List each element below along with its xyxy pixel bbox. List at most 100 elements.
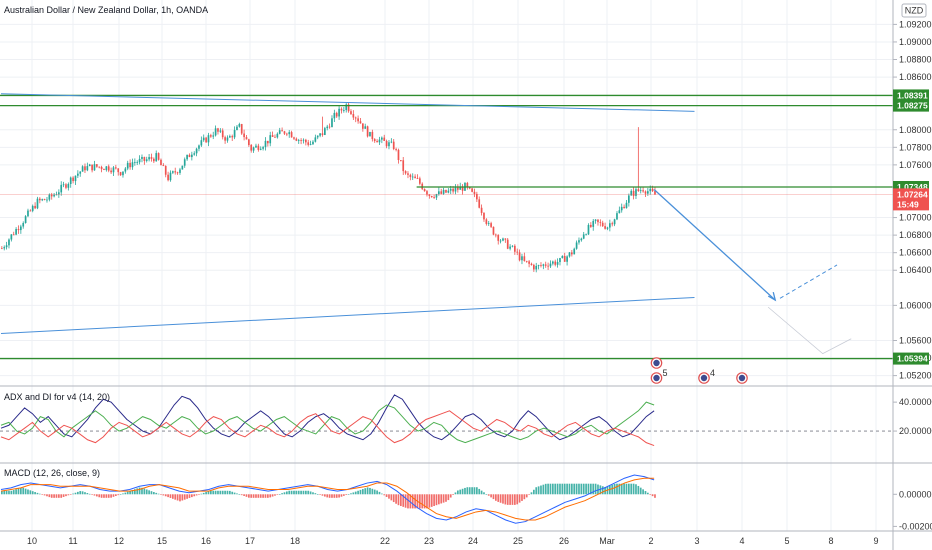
macd-pane[interactable] bbox=[0, 474, 656, 524]
macd-histogram-bar bbox=[556, 483, 559, 495]
candle-body bbox=[466, 183, 469, 188]
candle-body bbox=[29, 210, 32, 212]
candle-body bbox=[119, 172, 122, 176]
macd-histogram-bar bbox=[293, 490, 295, 495]
candle-body bbox=[24, 216, 27, 224]
macd-histogram-bar bbox=[435, 494, 438, 506]
macd-histogram-bar bbox=[162, 494, 165, 496]
signal-line bbox=[0, 477, 655, 521]
macd-histogram-bar bbox=[131, 490, 134, 495]
macd-histogram-bar bbox=[39, 493, 41, 495]
macd-y-tick-label: -0.00200 bbox=[899, 521, 932, 531]
time-axis[interactable]: 10 11 12 15 16 17 18 22 23 24 25 26 Mar 2 3 4 5 8 9 bbox=[27, 536, 879, 546]
macd-histogram-bar bbox=[487, 494, 490, 496]
price-axis[interactable]: 1.09200 1.09000 1.08800 1.08600 1.08000 1.078… bbox=[893, 19, 932, 531]
macd-histogram-bar bbox=[74, 492, 77, 495]
candle-body bbox=[404, 171, 407, 174]
x-tick-label: 3 bbox=[694, 536, 699, 546]
currency-badge[interactable] bbox=[901, 3, 927, 18]
macd-histogram-bar bbox=[278, 494, 281, 495]
macd-histogram-bar bbox=[224, 490, 226, 495]
candle-body bbox=[183, 159, 186, 166]
candle-body bbox=[200, 140, 203, 146]
candle-body bbox=[129, 162, 131, 168]
x-tick-label: 25 bbox=[513, 536, 523, 546]
macd-histogram-bar bbox=[91, 494, 93, 495]
candle-body bbox=[15, 229, 17, 235]
macd-histogram-bar bbox=[419, 494, 421, 509]
macd-histogram-bar bbox=[153, 492, 155, 495]
macd-histogram-bar bbox=[305, 490, 307, 495]
macd-histogram-bar bbox=[62, 494, 65, 497]
macd-histogram-bar bbox=[274, 494, 276, 496]
macd-histogram-bar bbox=[373, 489, 376, 495]
currency-label: NZD bbox=[905, 6, 924, 16]
macd-histogram-bar bbox=[457, 490, 459, 495]
candle-body bbox=[599, 222, 602, 223]
macd-histogram-bar bbox=[46, 494, 48, 497]
candle-body bbox=[278, 130, 281, 134]
candle-body bbox=[357, 118, 359, 122]
candle-body bbox=[459, 186, 462, 190]
candle-body bbox=[587, 224, 590, 235]
trendline bbox=[0, 93, 695, 112]
candle-body bbox=[131, 162, 134, 168]
macd-histogram-bar bbox=[96, 494, 98, 497]
macd-histogram-bar bbox=[407, 494, 409, 509]
candle-body bbox=[248, 139, 250, 145]
candle-body bbox=[267, 140, 269, 144]
candle-body bbox=[452, 188, 454, 192]
candle-body bbox=[207, 135, 210, 143]
y-tick-label: 1.07600 bbox=[899, 160, 932, 170]
candle-body bbox=[164, 165, 167, 175]
y-tick-label: 1.09000 bbox=[899, 37, 932, 47]
macd-histogram-bar bbox=[312, 492, 314, 495]
macd-histogram-bar bbox=[528, 494, 530, 495]
macd-histogram-bar bbox=[454, 492, 457, 495]
candle-body bbox=[312, 141, 314, 145]
candle-body bbox=[210, 135, 212, 137]
level-price-tag bbox=[893, 99, 929, 112]
x-tick-label: 18 bbox=[290, 536, 300, 546]
candle-body bbox=[65, 184, 67, 188]
macd-histogram-bar bbox=[98, 494, 101, 498]
candle-body bbox=[511, 245, 514, 247]
candle-body bbox=[55, 194, 58, 196]
macd-histogram-bar bbox=[48, 494, 51, 498]
candle-body bbox=[350, 111, 352, 115]
candle-body bbox=[490, 223, 492, 227]
adx-pane[interactable] bbox=[0, 394, 893, 447]
x-tick-label: 24 bbox=[468, 536, 478, 546]
macd-histogram-bar bbox=[630, 483, 633, 495]
macd-histogram-bar bbox=[221, 490, 224, 495]
candle-body bbox=[217, 128, 219, 132]
candle-body bbox=[637, 189, 640, 192]
candle-body bbox=[606, 227, 609, 229]
candle-body bbox=[231, 136, 234, 138]
candle-body bbox=[86, 166, 89, 171]
macd-histogram-bar bbox=[333, 494, 336, 498]
candle-body bbox=[335, 112, 338, 117]
candle-body bbox=[373, 139, 376, 142]
candle-body bbox=[371, 131, 374, 140]
candle-body bbox=[202, 137, 205, 141]
candle-body bbox=[72, 177, 74, 182]
macd-histogram-bar bbox=[297, 490, 300, 495]
candle-body bbox=[93, 164, 96, 171]
trendline bbox=[653, 188, 776, 301]
level-price-label: 1.08275 bbox=[897, 101, 928, 111]
candle-body bbox=[651, 188, 654, 192]
y-tick-label: 1.07800 bbox=[899, 142, 932, 152]
candle-body bbox=[566, 256, 568, 262]
macd-histogram-bar bbox=[328, 494, 331, 498]
candle-body bbox=[167, 174, 169, 181]
candle-body bbox=[438, 191, 440, 195]
level-price-tag bbox=[893, 352, 929, 365]
trendline bbox=[0, 296, 695, 334]
macd-histogram-bar bbox=[3, 490, 6, 495]
candle-body bbox=[10, 234, 13, 240]
adx-series-di_plus bbox=[0, 401, 655, 444]
candle-body bbox=[157, 153, 160, 160]
